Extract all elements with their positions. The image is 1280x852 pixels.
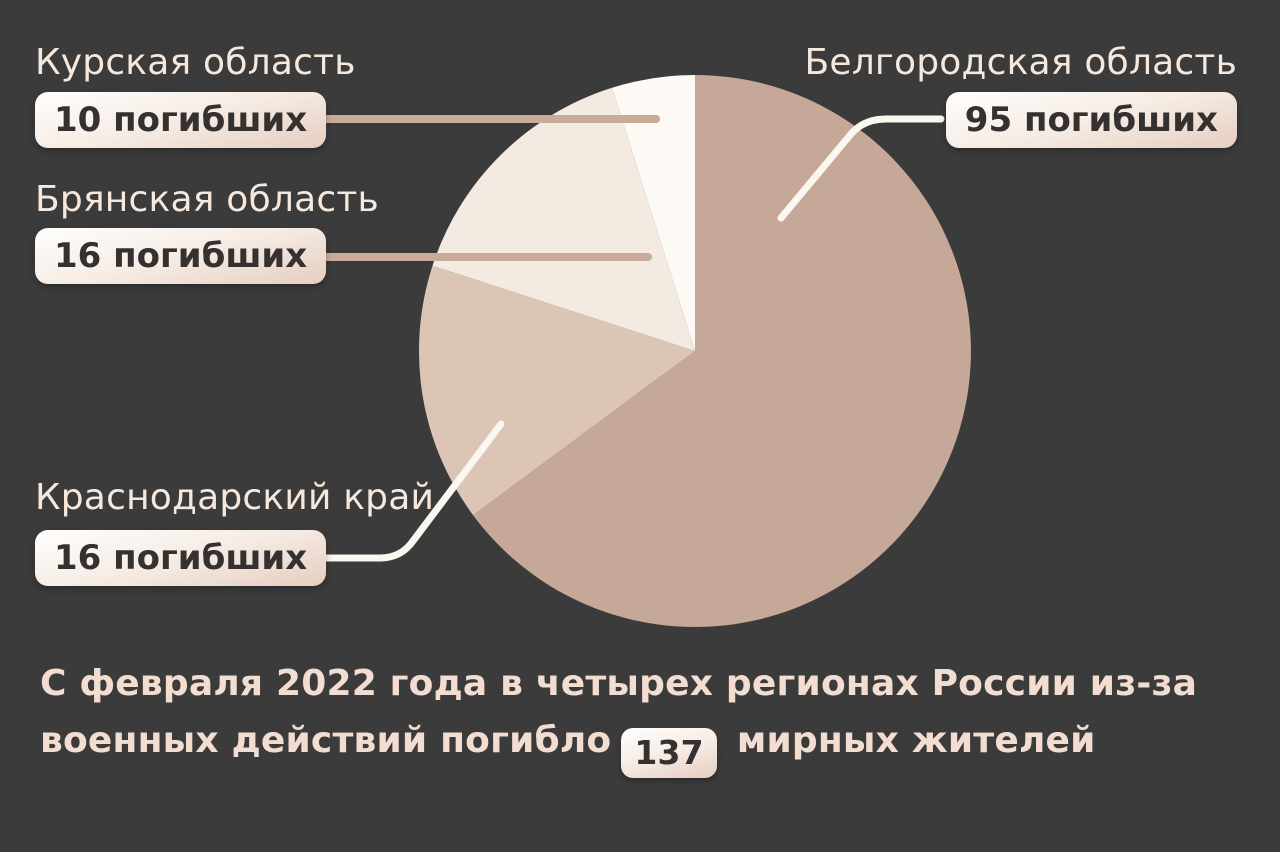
callout-line-krasnodarskiy <box>316 420 505 562</box>
badge-belgorodskaya-deaths: 95 погибших <box>945 92 1237 148</box>
pie-slice-3 <box>432 87 695 352</box>
summary-line-2-after: мирных жителей <box>736 720 1096 761</box>
callout-line-belgorodskaya <box>777 115 945 222</box>
total-deaths-badge: 137 <box>621 727 717 778</box>
pie-slice-4 <box>612 75 695 351</box>
label-belgorodskaya-oblast: Белгородская область <box>804 42 1237 83</box>
summary-line-2-before: военных действий погибло <box>40 720 612 761</box>
badge-krasnodarskiy-deaths: 16 погибших <box>35 530 327 586</box>
summary-line-1: С февраля 2022 года в четырех регионах Р… <box>40 663 1198 704</box>
badge-bryanskaya-deaths: 16 погибших <box>35 228 327 284</box>
badge-kurskaya-deaths: 10 погибших <box>35 92 327 148</box>
summary-line-2: военных действий погибло 137 мирных жителе… <box>40 712 1256 778</box>
pie-slice-1 <box>473 75 971 627</box>
pie-slice-2 <box>418 265 695 516</box>
label-bryanskaya-oblast: Брянская область <box>35 179 379 220</box>
label-krasnodarskiy-kray: Краснодарский край <box>35 477 435 518</box>
summary-caption: С февраля 2022 года в четырех регионах Р… <box>40 655 1256 778</box>
label-kurskaya-oblast: Курская область <box>35 42 356 83</box>
